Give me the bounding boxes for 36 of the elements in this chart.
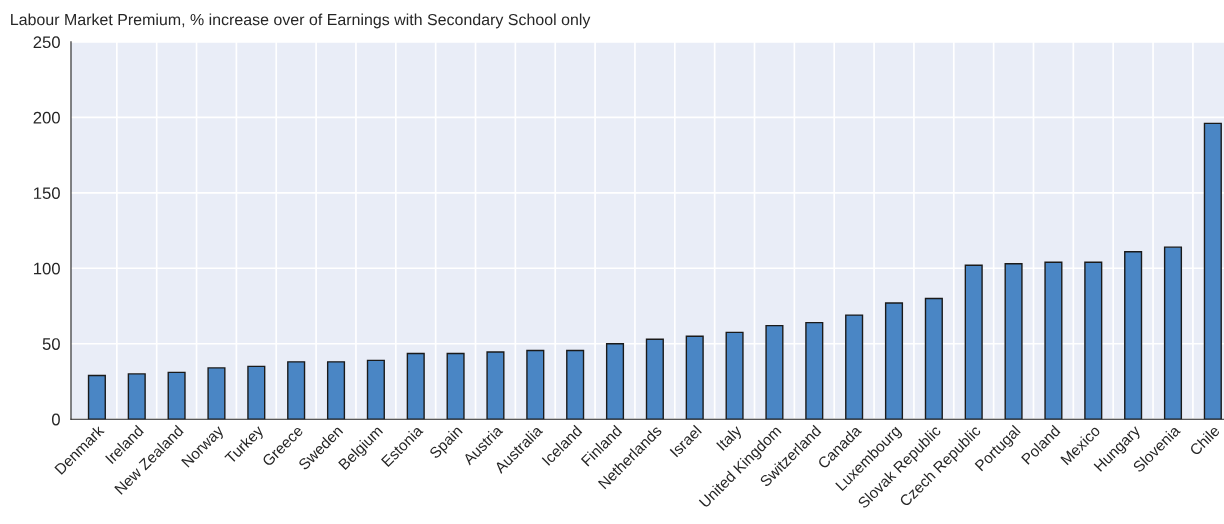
chart-title: Labour Market Premium, % increase over of Earnings with Secondary School only xyxy=(11,13,591,29)
bar xyxy=(685,335,704,420)
y-tick-label: 100 xyxy=(34,262,60,275)
bar xyxy=(605,343,625,420)
bar xyxy=(87,374,106,420)
bar xyxy=(406,352,425,420)
bar xyxy=(207,367,226,420)
bar xyxy=(287,361,306,420)
bar xyxy=(1203,122,1222,420)
bar xyxy=(845,314,864,420)
y-tick-label: 0 xyxy=(51,413,60,426)
bar xyxy=(884,302,904,420)
bar xyxy=(1124,250,1143,420)
bar xyxy=(247,365,266,420)
bar xyxy=(1163,246,1183,420)
bar xyxy=(446,352,465,420)
bar xyxy=(486,351,505,420)
bar xyxy=(1004,263,1023,420)
bar xyxy=(366,359,385,420)
bar xyxy=(127,373,146,420)
bar xyxy=(326,361,346,420)
bar xyxy=(924,297,943,420)
bar xyxy=(1084,261,1103,420)
bar xyxy=(167,371,186,420)
y-tick-label: 250 xyxy=(33,36,60,49)
bar xyxy=(765,324,784,420)
bar xyxy=(526,349,545,420)
y-tick-label: 50 xyxy=(42,338,60,350)
bar xyxy=(1044,261,1063,420)
bar xyxy=(964,264,983,420)
bar xyxy=(805,321,824,420)
bar xyxy=(725,331,744,420)
y-tick-label: 200 xyxy=(33,111,60,124)
bar xyxy=(645,338,664,420)
y-tick-label: 150 xyxy=(34,187,60,200)
bar xyxy=(566,349,585,420)
